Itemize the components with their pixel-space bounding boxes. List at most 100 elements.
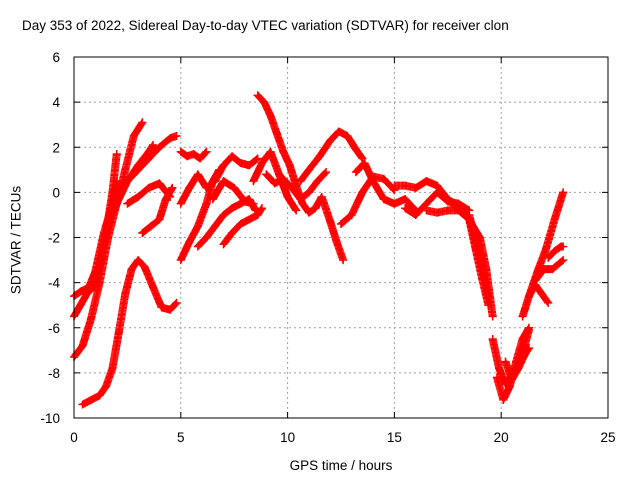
data-point (339, 256, 348, 265)
data-point (140, 262, 149, 271)
data-point (539, 265, 548, 274)
data-point (266, 147, 275, 156)
data-point (253, 154, 262, 163)
data-point (95, 391, 104, 400)
data-point (379, 174, 388, 183)
series-arc-15 (249, 147, 301, 215)
data-point (257, 159, 266, 168)
data-point (253, 210, 262, 219)
data-point (260, 98, 269, 107)
grid-lines (74, 57, 608, 418)
data-point (202, 147, 211, 156)
data-point (401, 195, 410, 204)
data-point (454, 201, 463, 210)
data-point (87, 395, 96, 404)
data-point (484, 301, 493, 310)
data-point (499, 395, 508, 404)
data-point (518, 312, 527, 321)
data-point (210, 222, 219, 231)
data-point (76, 287, 85, 296)
data-point (112, 199, 121, 208)
data-point (134, 161, 143, 170)
data-point (121, 165, 130, 174)
data-point (102, 382, 111, 391)
data-point (520, 350, 529, 359)
data-point (87, 314, 96, 323)
data-point (166, 134, 175, 143)
data-point (477, 262, 486, 271)
series-arc-25 (465, 210, 493, 301)
x-tick-label: 0 (70, 430, 78, 445)
data-point (524, 344, 533, 353)
y-tick-label: 0 (52, 185, 60, 200)
y-tick-label: 4 (52, 95, 60, 110)
data-point (84, 283, 93, 292)
data-point (172, 131, 181, 140)
chart-title: Day 353 of 2022, Sidereal Day-to-day VTE… (22, 18, 509, 33)
data-point (176, 147, 185, 156)
x-tick-label: 15 (387, 430, 402, 445)
data-point (559, 256, 568, 265)
data-point (123, 199, 132, 208)
data-point (433, 188, 442, 197)
data-point (326, 136, 335, 145)
x-tick-label: 20 (494, 430, 509, 445)
data-point (296, 177, 305, 186)
data-point (249, 199, 258, 208)
y-tick-label: -4 (48, 276, 60, 291)
data-point (189, 150, 198, 159)
data-point (155, 215, 164, 224)
x-tick-label: 25 (600, 430, 615, 445)
data-point (230, 183, 239, 192)
data-point (112, 150, 121, 159)
data-point (219, 240, 228, 249)
data-point (78, 400, 87, 409)
data-point (262, 170, 271, 179)
data-point (157, 303, 166, 312)
data-point (112, 177, 121, 186)
data-point (411, 210, 420, 219)
data-point (168, 183, 177, 192)
data-point (183, 152, 192, 161)
data-point (492, 373, 501, 382)
data-point (95, 278, 104, 287)
data-point (172, 298, 181, 307)
data-series (70, 91, 568, 409)
axis-ticks: 0 5 10 15 20 25 -10 -8 -6 -4 -2 0 2 4 6 (40, 50, 615, 445)
data-point (287, 183, 296, 192)
data-point (304, 165, 313, 174)
data-point (351, 168, 360, 177)
data-point (266, 111, 275, 120)
data-point (134, 192, 143, 201)
data-point (351, 145, 360, 154)
y-tick-label: 6 (52, 50, 60, 65)
data-point (379, 195, 388, 204)
data-point (550, 247, 559, 256)
data-point (334, 127, 343, 136)
series-arc-18 (296, 127, 367, 186)
data-point (358, 188, 367, 197)
x-tick-label: 10 (280, 430, 295, 445)
data-point (210, 177, 219, 186)
data-point (236, 219, 245, 228)
data-point (514, 364, 523, 373)
data-point (275, 170, 284, 179)
data-point (193, 242, 202, 251)
y-tick-label: 2 (52, 140, 60, 155)
data-point (360, 159, 369, 168)
series-arc-4 (78, 256, 181, 409)
data-point (196, 154, 205, 163)
data-point (249, 177, 258, 186)
data-point (531, 276, 540, 285)
series-markers (465, 210, 493, 301)
y-tick-label: -6 (48, 321, 60, 336)
series-arc-11 (176, 147, 211, 163)
data-point (245, 215, 254, 224)
data-point (443, 206, 452, 215)
series-arc-8 (123, 179, 175, 208)
x-tick-label: 5 (177, 430, 185, 445)
data-point (138, 228, 147, 237)
series-markers (296, 127, 367, 186)
data-point (245, 161, 254, 170)
